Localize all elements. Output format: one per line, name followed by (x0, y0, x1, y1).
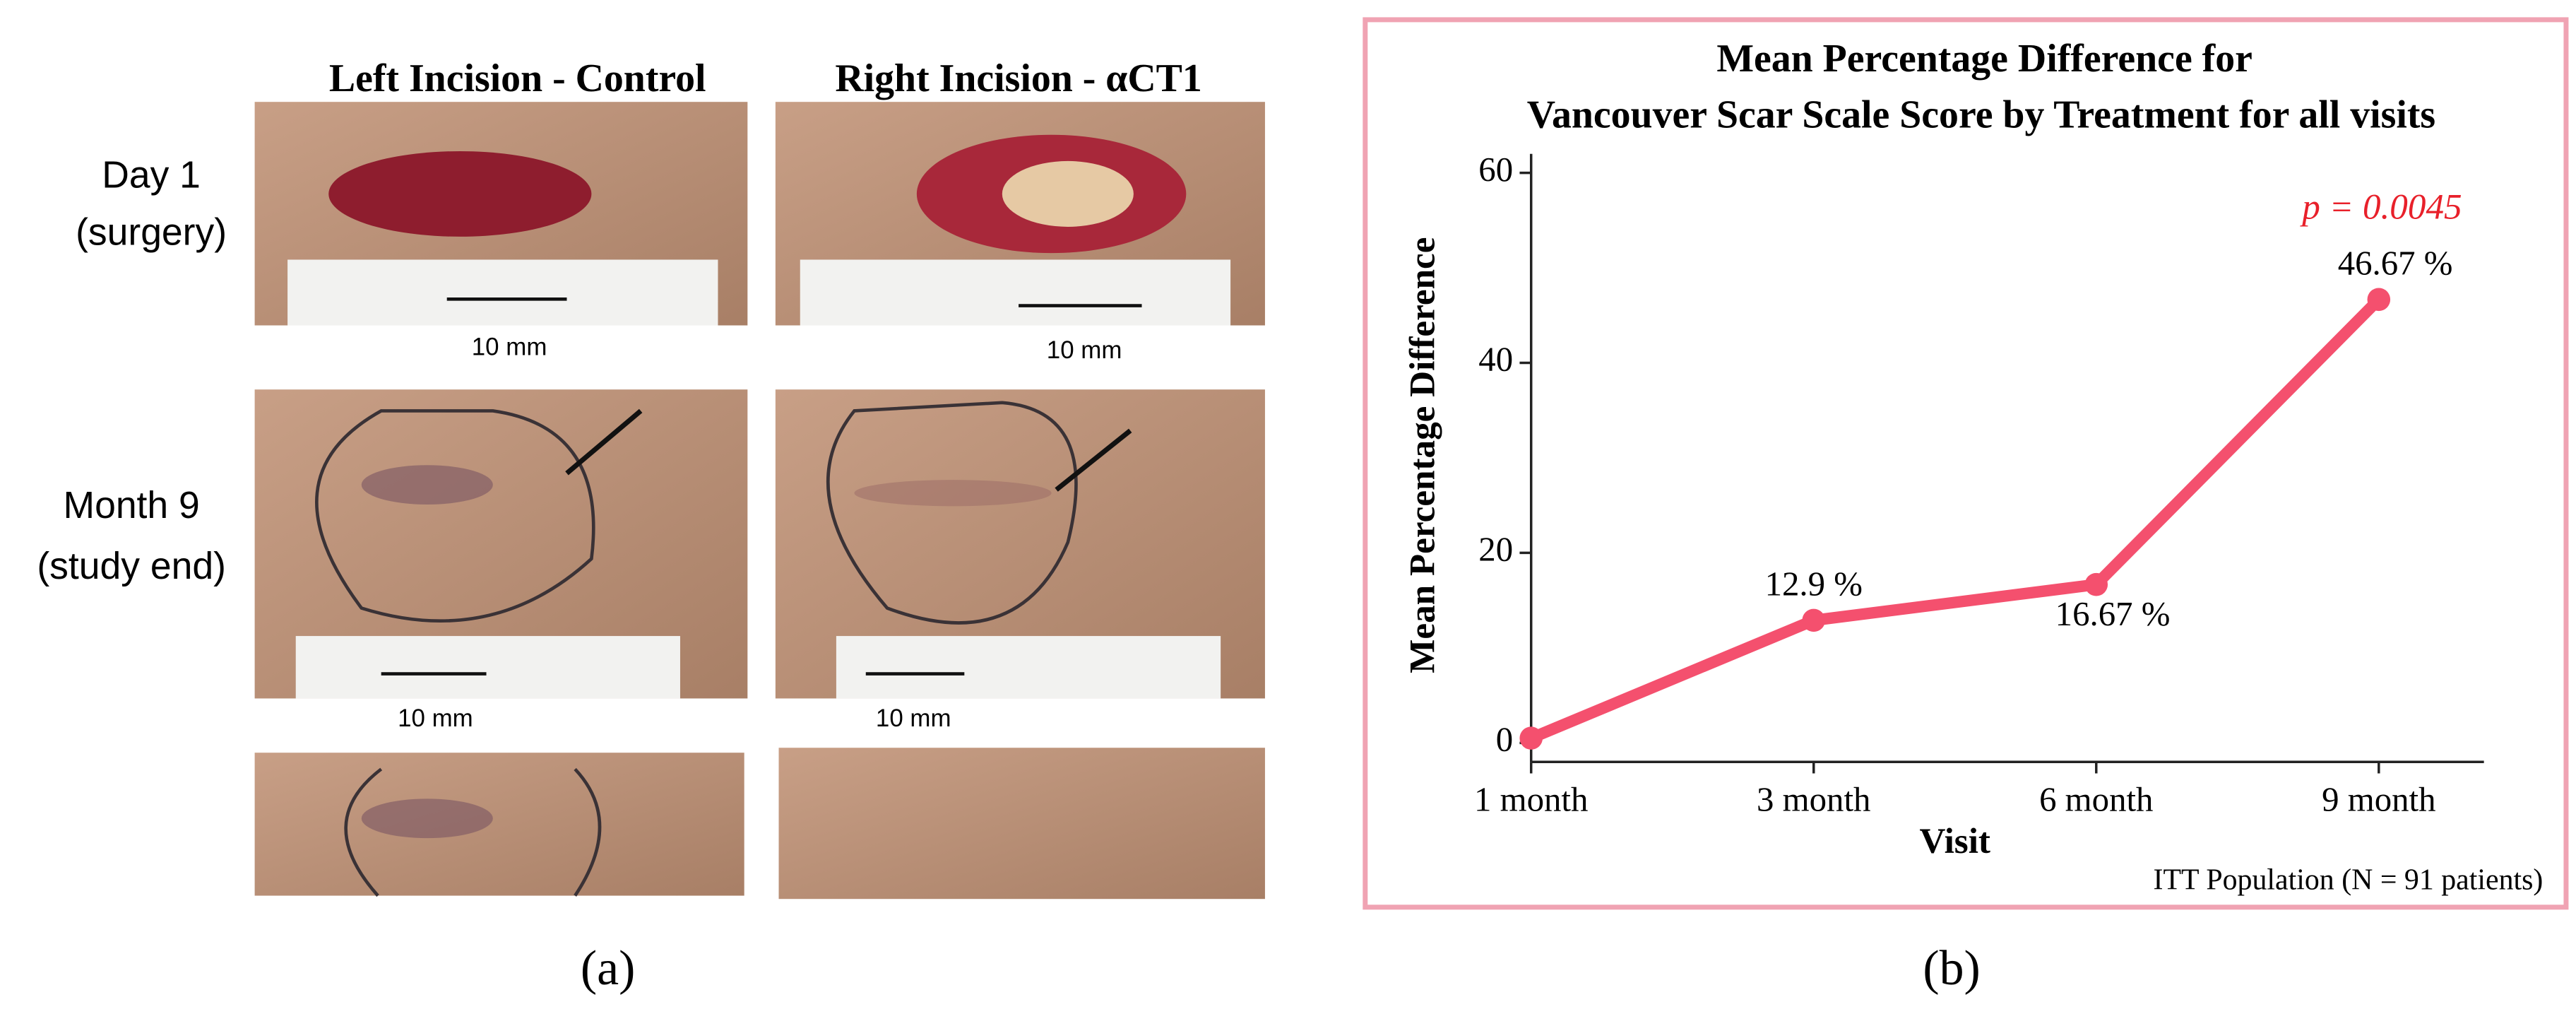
annotation: p = 0.0045 (2300, 187, 2462, 227)
column-header: Left Incision - Control (329, 57, 706, 100)
y-tick-label: 60 (1478, 150, 1513, 189)
ruler (836, 636, 1221, 699)
data-label: 46.67 % (2338, 244, 2453, 283)
row-label: Day 1 (102, 154, 201, 196)
panel-caption: (a) (581, 941, 635, 996)
panel-caption: (b) (1923, 941, 1980, 996)
data-point (1802, 608, 1826, 632)
scale-label: 10 mm (1047, 336, 1122, 364)
ruler (800, 259, 1231, 326)
marker-outline (344, 767, 602, 897)
scale-label: 10 mm (398, 705, 473, 732)
data-line (1525, 293, 2385, 744)
arrow (565, 408, 1132, 492)
ruler (295, 636, 680, 699)
scale-label: 10 mm (472, 333, 547, 360)
chart-frame (1363, 17, 2569, 910)
scale-label: 10 mm (876, 705, 951, 732)
y-tick-label: 40 (1478, 340, 1513, 379)
x-tick-label: 6 month (2039, 780, 2153, 819)
data-point (2367, 288, 2391, 312)
x-tick-label: 3 month (1757, 780, 1870, 819)
wound (328, 151, 592, 237)
scale-arrow (381, 297, 1142, 676)
wound (1002, 160, 1134, 227)
data-label: 16.67 % (2055, 594, 2171, 633)
y-tick-label: 0 (1496, 720, 1513, 759)
row-label: Month 9 (64, 485, 200, 526)
x-tick-label: 9 month (2322, 780, 2435, 819)
scar (854, 480, 1052, 507)
row-label: (study end) (37, 546, 226, 587)
chart-title: Mean Percentage Difference for (1716, 37, 2252, 81)
scar (361, 798, 493, 839)
photo-grid (254, 102, 1265, 900)
scar (361, 465, 493, 505)
x-tick-label: 1 month (1474, 780, 1588, 819)
data-point (2084, 572, 2108, 596)
x-axis-label: Visit (1920, 821, 1990, 861)
y-axis-label: Mean Percentage Difference (1403, 237, 1443, 673)
data-point (1519, 726, 1543, 750)
chart-title: Vancouver Scar Scale Score by Treatment … (1527, 93, 2435, 136)
photo (254, 753, 744, 896)
column-header: Right Incision - αCT1 (835, 57, 1201, 100)
data-label: 12.9 % (1765, 565, 1863, 603)
y-tick-label: 20 (1478, 530, 1513, 569)
row-label: (surgery) (76, 212, 227, 254)
note: ITT Population (N = 91 patients) (2154, 864, 2544, 897)
ruler (287, 259, 718, 326)
marker-outline (826, 401, 1078, 625)
photo (778, 748, 1265, 900)
marker-outline (315, 409, 595, 623)
